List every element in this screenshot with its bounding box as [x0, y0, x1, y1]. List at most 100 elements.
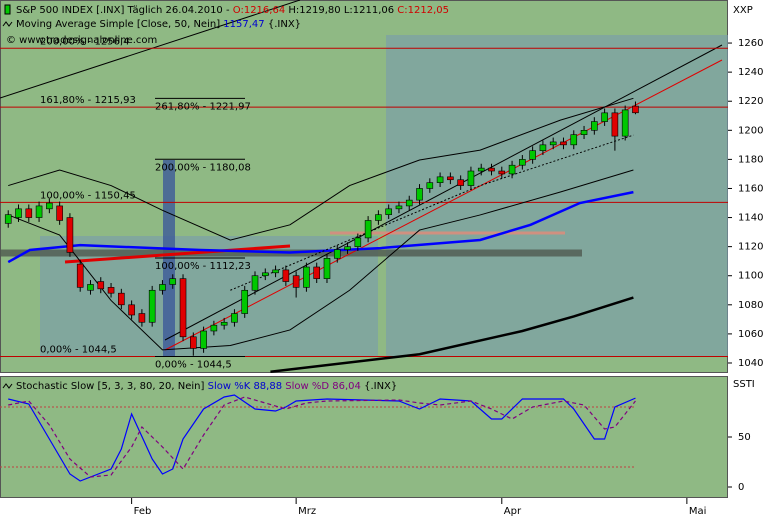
series-line — [8, 169, 634, 351]
candle-body — [4, 214, 12, 224]
y-tick-label: 1080 — [738, 300, 763, 311]
range-box — [386, 35, 728, 356]
candle-body — [128, 304, 135, 316]
candle-body — [76, 263, 84, 288]
axis-label: XXP — [733, 5, 753, 16]
candle-body — [621, 109, 629, 137]
fib-label: 161,80% - 1215,93 — [40, 95, 136, 106]
stoch-suffix: {.INX} — [364, 381, 397, 392]
trend-line — [64, 244, 291, 264]
stoch-panel — [0, 376, 728, 498]
candle-body — [467, 170, 475, 186]
low-label: L:1211,06 — [344, 5, 394, 16]
candle-body — [580, 130, 588, 135]
candle-body — [87, 284, 94, 291]
open-label: O:1216,64 — [233, 5, 285, 16]
candle-body — [529, 150, 536, 160]
trend-line — [164, 59, 723, 351]
y-tick-label: 1220 — [738, 96, 763, 107]
candle-body — [313, 266, 321, 279]
candle-body — [323, 257, 331, 279]
stoch-header: Stochastic Slow [5, 3, 3, 80, 20, Nein] … — [16, 381, 397, 392]
k-label: Slow %K 88,88 — [208, 381, 282, 392]
candle-body — [632, 105, 639, 114]
series-line — [8, 97, 634, 241]
series-line — [270, 296, 634, 373]
candle-body — [169, 278, 177, 285]
y-tick-label: 1160 — [738, 183, 763, 194]
candle-body — [303, 266, 310, 288]
y-tick-label: 1140 — [738, 213, 763, 224]
symbol: S&P 500 INDEX [.INX] — [16, 5, 124, 16]
candle-body — [539, 144, 547, 151]
ma-name: Moving Average Simple [Close, 50, Nein] — [16, 19, 220, 30]
candle-body — [138, 313, 146, 323]
candle-body — [179, 278, 187, 338]
candle-body — [282, 269, 290, 282]
candle-body — [364, 220, 372, 239]
candle-body — [97, 281, 105, 290]
y-tick-label: 1040 — [738, 358, 763, 369]
candle-body — [385, 208, 392, 215]
fib-label: 0,00% - 1044,5 — [40, 344, 117, 355]
candle-body — [272, 269, 279, 274]
candle-body — [591, 121, 598, 131]
candle-body — [570, 134, 578, 146]
candle-body — [35, 205, 43, 218]
candle-body — [220, 321, 228, 326]
candle-body — [395, 205, 403, 210]
x-tick-label: Apr — [504, 506, 522, 517]
plot-layer: 200,00% - 1256,4 161,80% - 1215,93 100,00%… — [0, 36, 728, 482]
y-tick-label: 50 — [738, 432, 751, 443]
x-tick-label: Feb — [134, 506, 152, 517]
y-tick-label: 1180 — [738, 154, 763, 165]
x-tick-label: Mai — [689, 506, 707, 517]
candle-body — [354, 237, 362, 247]
candle-body — [508, 164, 516, 175]
candle-body — [210, 324, 218, 332]
candle-body — [231, 313, 238, 323]
trend-line — [0, 0, 301, 99]
series-line — [8, 394, 636, 482]
y-tick-label: 1240 — [738, 67, 763, 78]
candle-body — [46, 202, 53, 210]
candle-body — [66, 217, 74, 253]
candle-body — [416, 188, 423, 201]
candle-body — [611, 112, 619, 137]
candle-body — [190, 336, 197, 349]
candle-body — [118, 292, 125, 306]
fib-label: 0,00% - 1044,5 — [155, 359, 232, 370]
candle-body — [251, 275, 259, 291]
candle-body — [375, 214, 382, 221]
candle-body — [107, 287, 115, 294]
candle-body — [25, 208, 33, 218]
candle-body — [148, 289, 156, 323]
fib-label: 261,80% - 1221,97 — [155, 101, 251, 112]
axis-label: SSTI — [733, 379, 755, 390]
candle-body — [261, 272, 269, 277]
x-tick-label: Mrz — [298, 506, 316, 517]
candle-body — [333, 249, 341, 259]
ma-value: 1157,47 — [223, 19, 264, 30]
candle-body — [426, 182, 434, 189]
high-label: H:1219,80 — [288, 5, 340, 16]
candle-body — [477, 167, 485, 172]
candle-body — [405, 199, 413, 207]
candle-body — [241, 289, 249, 314]
fib-label: 100,00% - 1150,45 — [40, 190, 136, 201]
candle-body — [344, 246, 351, 250]
line-icon — [2, 21, 13, 27]
y-tick-label: 1200 — [738, 125, 763, 136]
candle-body — [560, 141, 567, 146]
fib-label: 100,00% - 1112,23 — [155, 261, 251, 272]
candle-body — [498, 170, 506, 175]
candle-body — [200, 330, 207, 349]
header: S&P 500 INDEX [.INX] Täglich 26.04.2010 … — [16, 5, 449, 16]
candle-body — [159, 284, 166, 291]
source: © www.tradesignalonline.com — [6, 35, 157, 46]
fib-label: 200,00% - 1180,08 — [155, 162, 251, 173]
candle-body — [519, 159, 526, 166]
candle-body — [457, 179, 464, 186]
